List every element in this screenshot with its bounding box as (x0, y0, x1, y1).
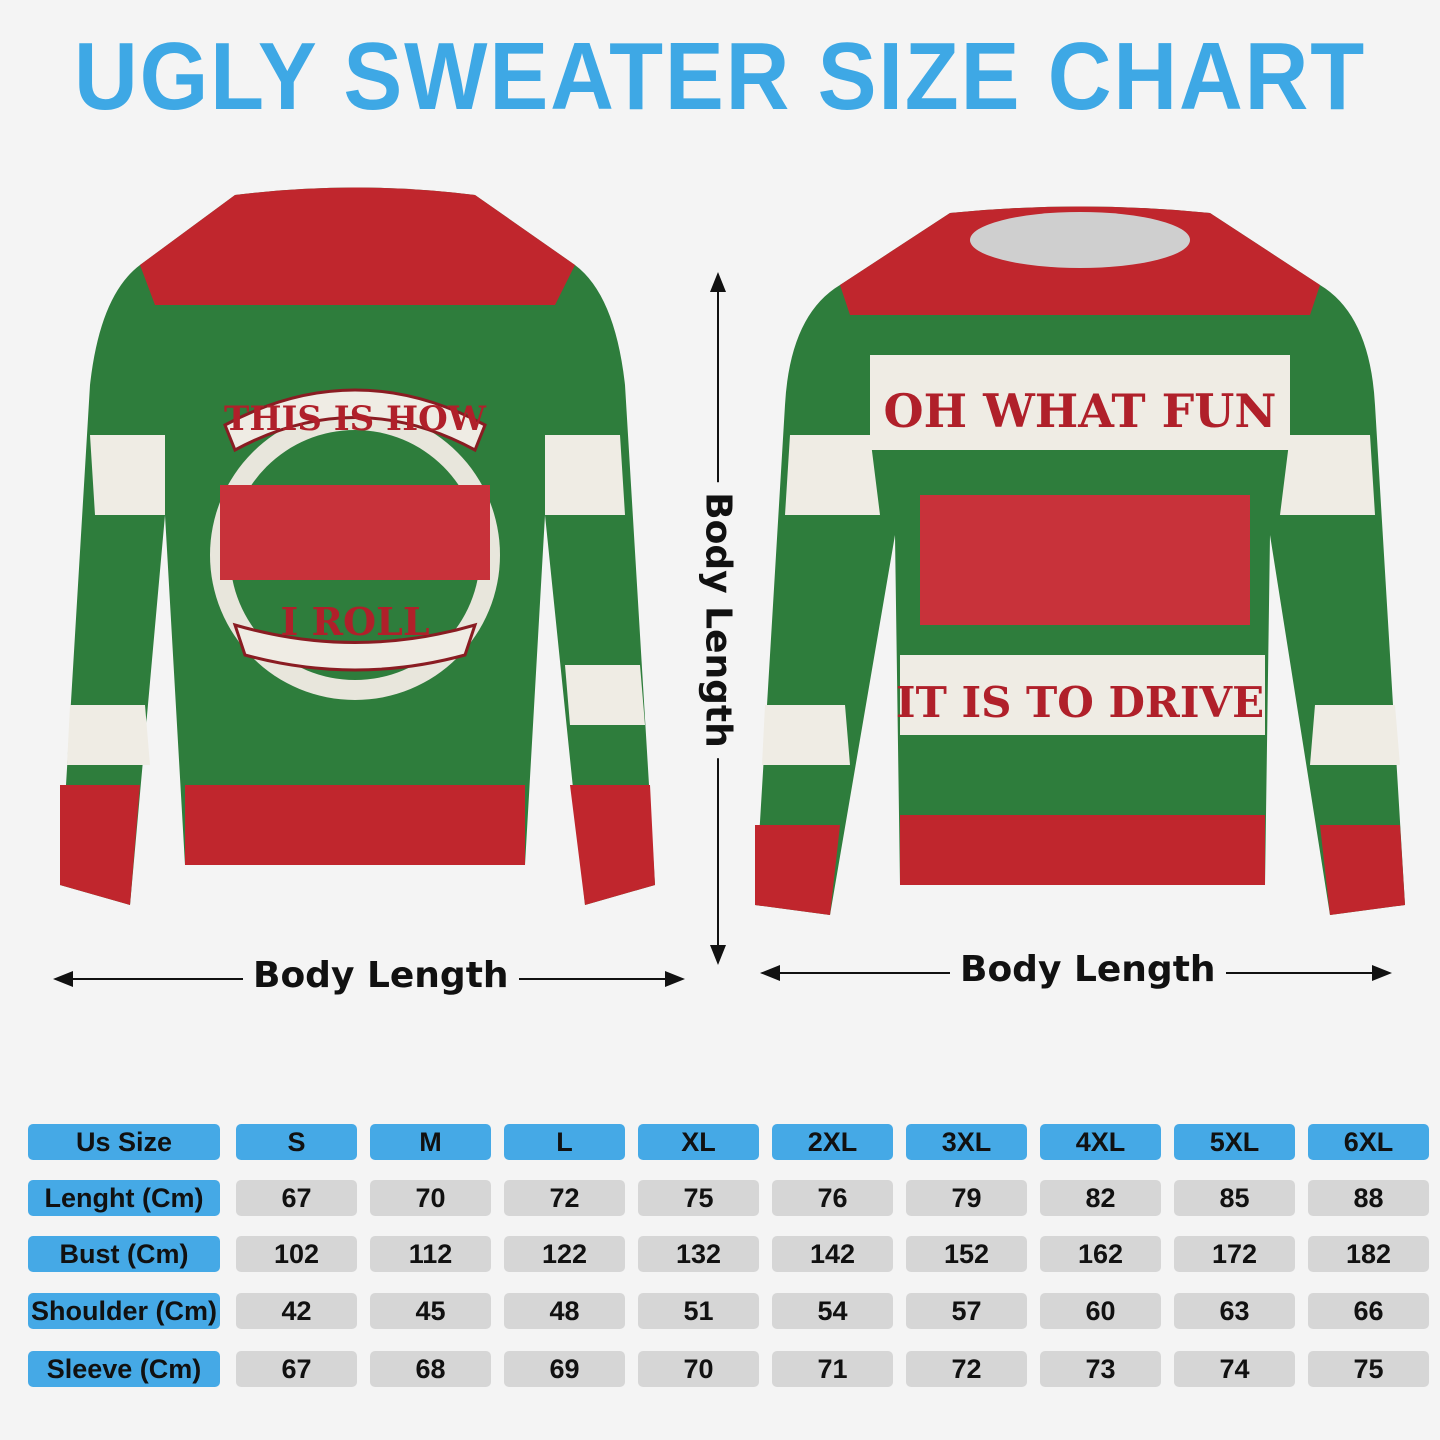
value-cell: 42 (236, 1293, 357, 1329)
value-cell: 88 (1308, 1180, 1429, 1216)
sweater-back-image: THIS IS HOW I ROLL (60, 187, 655, 905)
arrow-head-up-icon (710, 272, 726, 292)
size-header-cell: S (236, 1124, 357, 1160)
value-cell: 48 (504, 1293, 625, 1329)
value-cell: 73 (1040, 1351, 1161, 1387)
size-header-cell: 5XL (1174, 1124, 1295, 1160)
arrow-head-right-icon (665, 971, 685, 987)
value-cell: 66 (1308, 1293, 1429, 1329)
value-cell: 85 (1174, 1180, 1295, 1216)
value-cell: 67 (236, 1351, 357, 1387)
back-print-top: THIS IS HOW (224, 399, 487, 439)
value-cell: 79 (906, 1180, 1027, 1216)
row-label-cell: Sleeve (Cm) (28, 1351, 220, 1387)
value-cell: 112 (370, 1236, 491, 1272)
size-header-cell: 4XL (1040, 1124, 1161, 1160)
page-title: UGLY SWEATER SIZE CHART (74, 23, 1366, 130)
right-horizontal-label: Body Length (950, 949, 1226, 990)
value-cell: 172 (1174, 1236, 1295, 1272)
row-label-cell: Bust (Cm) (28, 1236, 220, 1272)
arrow-head-right-icon (1372, 965, 1392, 981)
arrow-head-down-icon (710, 945, 726, 965)
front-print-bottom: IT IS TO DRIVE (896, 678, 1264, 727)
size-header-cell: 6XL (1308, 1124, 1429, 1160)
value-cell: 69 (504, 1351, 625, 1387)
value-cell: 57 (906, 1293, 1027, 1329)
value-cell: 74 (1174, 1351, 1295, 1387)
value-cell: 75 (638, 1180, 759, 1216)
value-cell: 182 (1308, 1236, 1429, 1272)
value-cell: 51 (638, 1293, 759, 1329)
front-print-top: OH WHAT FUN (884, 384, 1277, 438)
value-cell: 132 (638, 1236, 759, 1272)
value-cell: 82 (1040, 1180, 1161, 1216)
value-cell: 76 (772, 1180, 893, 1216)
value-cell: 72 (504, 1180, 625, 1216)
value-cell: 75 (1308, 1351, 1429, 1387)
sweater-front-image: OH WHAT FUN IT IS TO DRIVE (755, 206, 1405, 915)
value-cell: 67 (236, 1180, 357, 1216)
value-cell: 162 (1040, 1236, 1161, 1272)
value-cell: 70 (370, 1180, 491, 1216)
size-header-cell: 3XL (906, 1124, 1027, 1160)
size-header-cell: XL (638, 1124, 759, 1160)
row-label-cell: Shoulder (Cm) (28, 1293, 220, 1329)
value-cell: 63 (1174, 1293, 1295, 1329)
vertical-measure-label: Body Length (697, 482, 739, 758)
row-label-cell: Lenght (Cm) (28, 1180, 220, 1216)
value-cell: 122 (504, 1236, 625, 1272)
arrow-head-left-icon (53, 971, 73, 987)
header-label-cell: Us Size (28, 1124, 220, 1160)
value-cell: 71 (772, 1351, 893, 1387)
value-cell: 152 (906, 1236, 1027, 1272)
back-print-bottom: I ROLL (280, 599, 429, 644)
value-cell: 72 (906, 1351, 1027, 1387)
value-cell: 70 (638, 1351, 759, 1387)
value-cell: 68 (370, 1351, 491, 1387)
arrow-head-left-icon (760, 965, 780, 981)
value-cell: 45 (370, 1293, 491, 1329)
value-cell: 54 (772, 1293, 893, 1329)
size-header-cell: 2XL (772, 1124, 893, 1160)
size-header-cell: L (504, 1124, 625, 1160)
value-cell: 142 (772, 1236, 893, 1272)
left-horizontal-label: Body Length (243, 955, 519, 996)
value-cell: 102 (236, 1236, 357, 1272)
size-header-cell: M (370, 1124, 491, 1160)
value-cell: 60 (1040, 1293, 1161, 1329)
